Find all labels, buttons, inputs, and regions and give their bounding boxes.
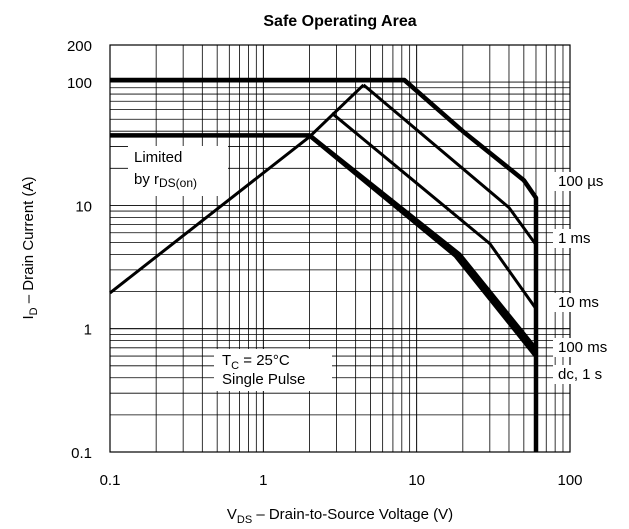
y-tick-label: 200 bbox=[67, 38, 92, 55]
series-line-dc-1-s bbox=[308, 133, 538, 358]
x-tick-labels: 0.1 1 10 100 bbox=[100, 472, 583, 489]
series-line-1-ms bbox=[362, 83, 538, 246]
temperature-annotation-line2: Single Pulse bbox=[222, 371, 305, 388]
x-axis-label: VDS – Drain-to-Source Voltage (V) bbox=[227, 506, 453, 526]
y-axis-label: ID – Drain Current (A) bbox=[20, 177, 40, 320]
y-tick-label: 10 bbox=[75, 198, 92, 215]
temperature-annotation-line1: TC = 25°C bbox=[222, 352, 290, 372]
y-tick-label: 1 bbox=[84, 322, 92, 339]
x-tick-label: 100 bbox=[557, 472, 582, 489]
series-label-bg-100-s bbox=[553, 172, 615, 191]
chart-title: Safe Operating Area bbox=[263, 13, 416, 30]
series-label-bg-1-ms bbox=[553, 229, 615, 248]
series-label-dc-1-s: dc, 1 s bbox=[558, 366, 602, 383]
series-label-1-ms: 1 ms bbox=[558, 230, 591, 247]
y-tick-label: 0.1 bbox=[71, 445, 92, 462]
series-label-bg-100-ms bbox=[553, 338, 615, 357]
y-tick-labels: 0.1 1 10 100 200 bbox=[67, 38, 92, 462]
x-tick-label: 1 bbox=[259, 472, 267, 489]
limit-annotation-box bbox=[128, 146, 228, 196]
series-line-100-s bbox=[110, 77, 539, 452]
plot-frame bbox=[109, 44, 571, 453]
series-label-100-s: 100 µs bbox=[558, 173, 603, 190]
limit-annotation-line2: by rDS(on) bbox=[134, 171, 197, 190]
soa-curves bbox=[109, 77, 539, 452]
x-tick-label: 10 bbox=[408, 472, 425, 489]
series-label-10-ms: 10 ms bbox=[558, 294, 599, 311]
limit-annotation-line1: Limited bbox=[134, 149, 182, 166]
series-label-bg-10-ms bbox=[553, 293, 615, 312]
series-line-10-ms bbox=[330, 112, 538, 310]
series-label-100-ms: 100 ms bbox=[558, 339, 607, 356]
series-label-bg-dc-1-s bbox=[553, 365, 615, 384]
temperature-annotation-box bbox=[214, 349, 332, 391]
x-tick-label: 0.1 bbox=[100, 472, 121, 489]
series-labels: 100 µs 1 ms 10 ms 100 ms dc, 1 s bbox=[553, 172, 615, 384]
y-tick-label: 100 bbox=[67, 75, 92, 92]
